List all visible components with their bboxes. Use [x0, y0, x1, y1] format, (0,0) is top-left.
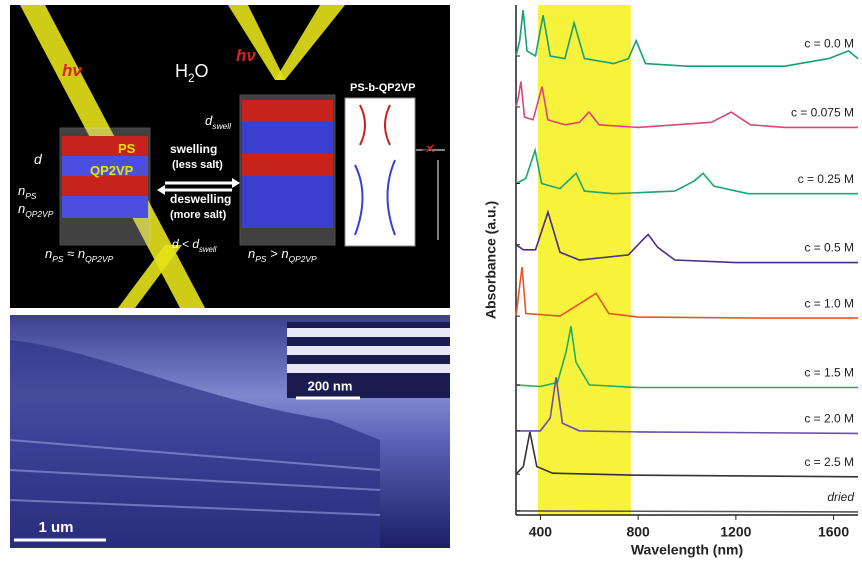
label-part: n [248, 246, 255, 261]
series-label: c = 2.0 M [804, 412, 854, 426]
schematic-label: hν [236, 46, 256, 65]
label-part: ≈ n [64, 246, 86, 261]
figure: ✕ 200 nm 1 um hνhνH2OPSQP2VPdnPSnQP2VPsw… [0, 0, 862, 565]
series-label: c = 0.5 M [804, 241, 854, 255]
x-tick-label: 800 [626, 524, 650, 540]
schematic-label: (less salt) [172, 159, 223, 171]
x-tick-label: 1600 [818, 524, 849, 540]
subscript: QP2VP [289, 254, 318, 264]
label-part: QP2VP [90, 163, 134, 178]
schematic-label: hν [62, 61, 82, 80]
label-part: n [45, 246, 52, 261]
schematic-label: PS-b-QP2VP [350, 82, 415, 94]
y-axis-label: Absorbance (a.u.) [483, 201, 499, 319]
series-label: c = 2.5 M [804, 455, 854, 469]
x-axis-label: Wavelength (nm) [631, 542, 743, 558]
subscript: QP2VP [25, 209, 54, 219]
schematic-label: d [34, 151, 43, 167]
label-part: swelling [170, 142, 217, 156]
label-part: O [195, 61, 209, 81]
series-label: c = 1.0 M [804, 296, 854, 310]
spectra-chart: 400 800 1200 1600 Wavelength (nm) Absorbance … [483, 5, 858, 558]
schematic-label: glassy layer [419, 110, 430, 167]
schematic-label: QP2VP [90, 163, 134, 178]
label-part: glassy layer [419, 110, 430, 167]
label-part: hν [236, 46, 256, 65]
series-label: c = 0.075 M [791, 106, 854, 120]
label-part: > n [267, 246, 289, 261]
label-part: d [34, 151, 43, 167]
series-label: c = 0.25 M [798, 172, 854, 186]
label-part: H [175, 61, 188, 81]
schematic-label: deswelling [170, 192, 231, 206]
series-label: c = 0.0 M [804, 37, 854, 51]
scale-bar-label: 1 um [38, 519, 73, 536]
subscript: swell [212, 121, 232, 131]
schematic-label: uniaxial expansion [419, 170, 430, 259]
series-label: dried [827, 490, 854, 504]
label-part: PS [118, 141, 136, 156]
inset-scale: 200 nm [308, 378, 353, 393]
schematic-label: swelling [170, 142, 217, 156]
subscript: PS [52, 254, 64, 264]
x-tick-label: 400 [529, 524, 553, 540]
subscript: PS [255, 254, 267, 264]
label-part: (more salt) [170, 209, 227, 221]
subscript: QP2VP [85, 254, 114, 264]
schematic-label: PS [118, 141, 136, 156]
series-label: c = 1.5 M [804, 366, 854, 380]
label-part: n [18, 201, 25, 216]
label-part: uniaxial expansion [419, 170, 430, 259]
label-part: hν [62, 61, 82, 80]
subscript: PS [25, 191, 37, 201]
schematic-label: (more salt) [170, 209, 227, 221]
sem-panel: 200 nm 1 um [10, 315, 450, 548]
schematic-panel: ✕ [10, 5, 450, 308]
x-tick-label: 1200 [720, 524, 751, 540]
label-part: (less salt) [172, 159, 223, 171]
label-part: n [18, 183, 25, 198]
spectrum-line [516, 511, 858, 512]
subscript: swell [199, 245, 217, 254]
label-part: d < d [172, 237, 199, 251]
label-part: deswelling [170, 192, 231, 206]
label-part: PS-b-QP2VP [350, 82, 415, 94]
